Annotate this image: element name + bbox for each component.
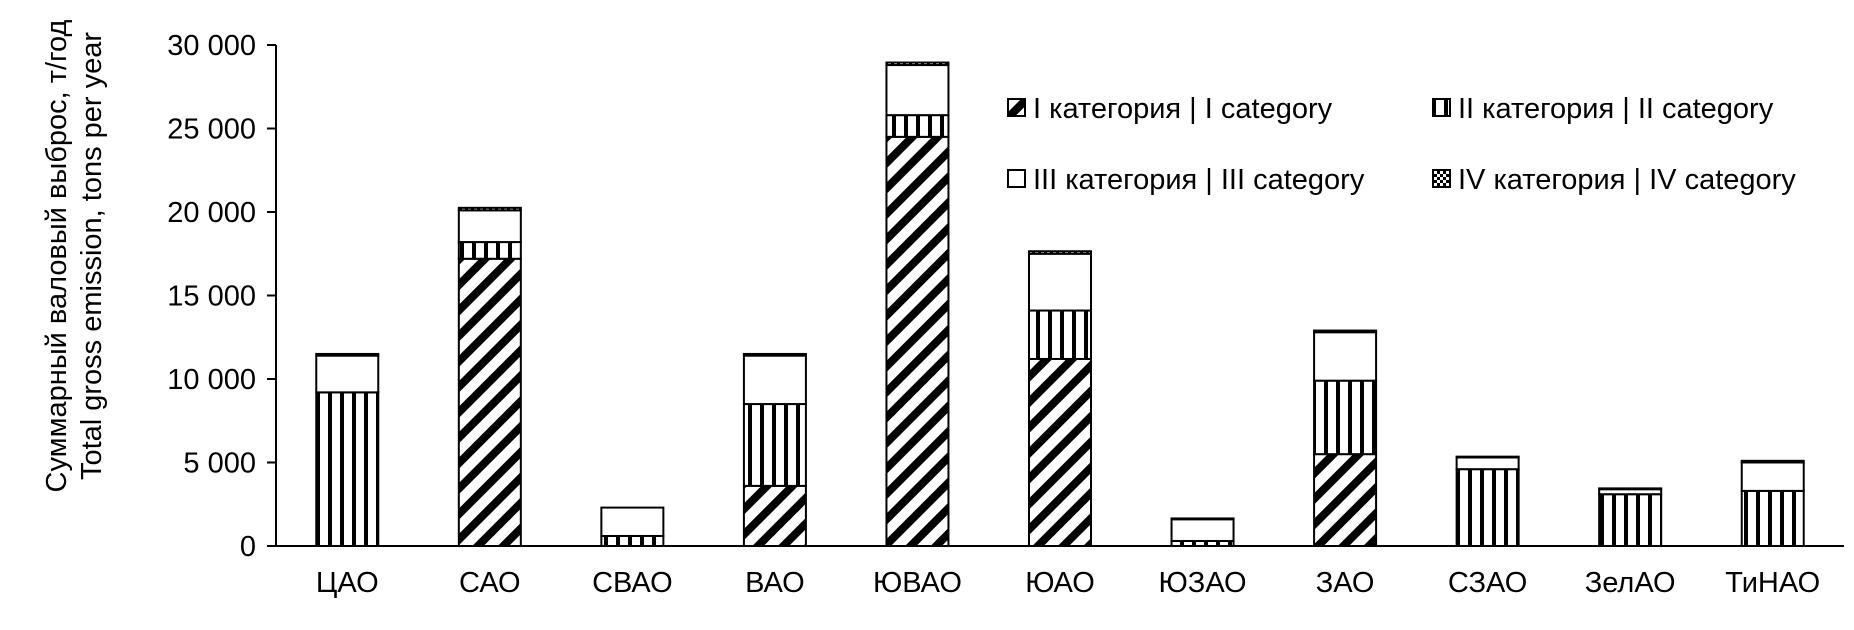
bar-ii-category-8 xyxy=(1313,379,1378,456)
bar-iii-category-7 xyxy=(1170,518,1235,542)
bar-series-group xyxy=(315,61,1805,548)
x-axis: ЦАО САО СВАО ВАО ЮВАО ЮАО ЮЗАО ЗАО СЗАО ЗелАО ТиНА… xyxy=(276,545,1844,599)
bar-iii-category-2 xyxy=(457,209,522,244)
x-tick-label: СВАО xyxy=(592,567,673,599)
y-tick-label: 30 000 xyxy=(167,30,256,62)
y-tick-label: 5 000 xyxy=(183,448,256,480)
bar-iii-category-5 xyxy=(885,64,950,117)
x-tick-label: ЦАО xyxy=(316,567,379,599)
bar-ii-category-2 xyxy=(457,241,522,260)
bar-i-category-8 xyxy=(1313,453,1378,547)
x-tick-label: ЗАО xyxy=(1316,567,1375,599)
legend-item-iii-category: III категория | III category xyxy=(1007,164,1365,196)
legend-label-iii-category: III категория | III category xyxy=(1033,164,1365,196)
bar-iv-category-10 xyxy=(1598,487,1663,491)
y-tick-label: 20 000 xyxy=(167,197,256,229)
bar-iii-category-8 xyxy=(1313,331,1378,382)
bar-ii-category-9 xyxy=(1455,468,1520,547)
legend-swatch-ii-category xyxy=(1432,98,1451,117)
bar-i-category-2 xyxy=(457,257,522,547)
legend-swatch-iii-category xyxy=(1007,169,1026,188)
y-tick-label: 10 000 xyxy=(167,364,256,396)
y-axis-title: Суммарный валовый выброс, т/год Total gr… xyxy=(41,19,108,492)
y-axis: 0 5 000 10 000 15 000 20 000 25 000 30 000 xyxy=(167,30,277,563)
y-tick-label: 0 xyxy=(240,531,256,563)
bar-i-category-5 xyxy=(885,135,950,547)
x-tick-label: САО xyxy=(459,567,521,599)
bar-iv-category-8 xyxy=(1313,329,1378,334)
bar-iii-category-11 xyxy=(1740,461,1805,492)
x-tick-label: ВАО xyxy=(745,567,805,599)
bar-iv-category-9 xyxy=(1455,455,1520,459)
legend-swatch-iv-category xyxy=(1432,169,1451,188)
bar-iii-category-9 xyxy=(1455,456,1520,471)
legend-item-ii-category: II категория | II category xyxy=(1432,93,1774,125)
bar-iii-category-4 xyxy=(742,354,807,406)
bar-iii-category-6 xyxy=(1028,252,1092,312)
y-tick-label: 15 000 xyxy=(167,281,256,313)
legend-item-iv-category: IV категория | IV category xyxy=(1432,164,1796,196)
bar-i-category-6 xyxy=(1028,357,1092,547)
legend-label-iv-category: IV категория | IV category xyxy=(1458,164,1796,196)
x-tick-label: СЗАО xyxy=(1448,567,1527,599)
legend-label-ii-category: II категория | II category xyxy=(1458,93,1774,125)
bar-iv-category-6 xyxy=(1028,250,1092,255)
bar-ii-category-11 xyxy=(1740,489,1805,548)
bar-iv-category-5 xyxy=(885,61,950,67)
legend-swatch-i-category xyxy=(1007,98,1026,117)
bar-ii-category-4 xyxy=(742,403,807,487)
bar-iii-category-1 xyxy=(315,354,380,394)
bar-ii-category-1 xyxy=(315,391,380,547)
bar-iv-category-7 xyxy=(1170,517,1235,521)
bar-iv-category-11 xyxy=(1740,459,1805,464)
x-tick-label: ТиНАО xyxy=(1725,567,1820,599)
legend-label-i-category: I категория | I category xyxy=(1033,93,1333,125)
bar-ii-category-3 xyxy=(600,534,665,547)
bar-i-category-4 xyxy=(742,484,807,548)
x-tick-label: ЮЗАО xyxy=(1159,567,1247,599)
bar-ii-category-6 xyxy=(1028,309,1092,360)
legend: I категория | I category II категория | I… xyxy=(1007,93,1796,196)
x-tick-label: ЮВАО xyxy=(873,567,962,599)
bar-iii-category-3 xyxy=(600,506,665,537)
x-tick-label: ЗелАО xyxy=(1585,567,1676,599)
x-tick-label: ЮАО xyxy=(1025,567,1095,599)
bar-ii-category-5 xyxy=(885,114,950,138)
bar-iv-category-1 xyxy=(315,352,380,357)
bar-iv-category-2 xyxy=(457,206,522,212)
bar-iv-category-4 xyxy=(742,352,807,357)
bar-ii-category-10 xyxy=(1598,493,1663,548)
y-axis-title-en: Total gross emission, tons per year xyxy=(76,32,108,480)
y-axis-title-ru: Суммарный валовый выброс, т/год xyxy=(41,19,73,492)
y-tick-label: 25 000 xyxy=(167,114,256,146)
legend-item-i-category: I категория | I category xyxy=(1007,93,1333,125)
